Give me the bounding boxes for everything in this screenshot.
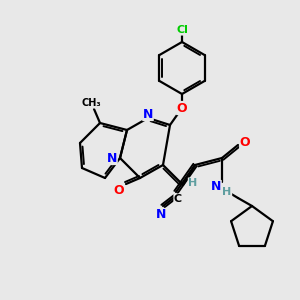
Text: N: N xyxy=(107,152,117,164)
Text: H: H xyxy=(188,178,198,188)
Text: N: N xyxy=(156,208,166,221)
Text: H: H xyxy=(222,187,232,197)
Text: C: C xyxy=(174,194,182,204)
Text: CH₃: CH₃ xyxy=(81,98,101,108)
Text: O: O xyxy=(177,101,187,115)
Text: N: N xyxy=(211,181,221,194)
Text: O: O xyxy=(240,136,250,148)
Text: N: N xyxy=(143,107,153,121)
Text: Cl: Cl xyxy=(176,25,188,35)
Text: O: O xyxy=(114,184,124,197)
